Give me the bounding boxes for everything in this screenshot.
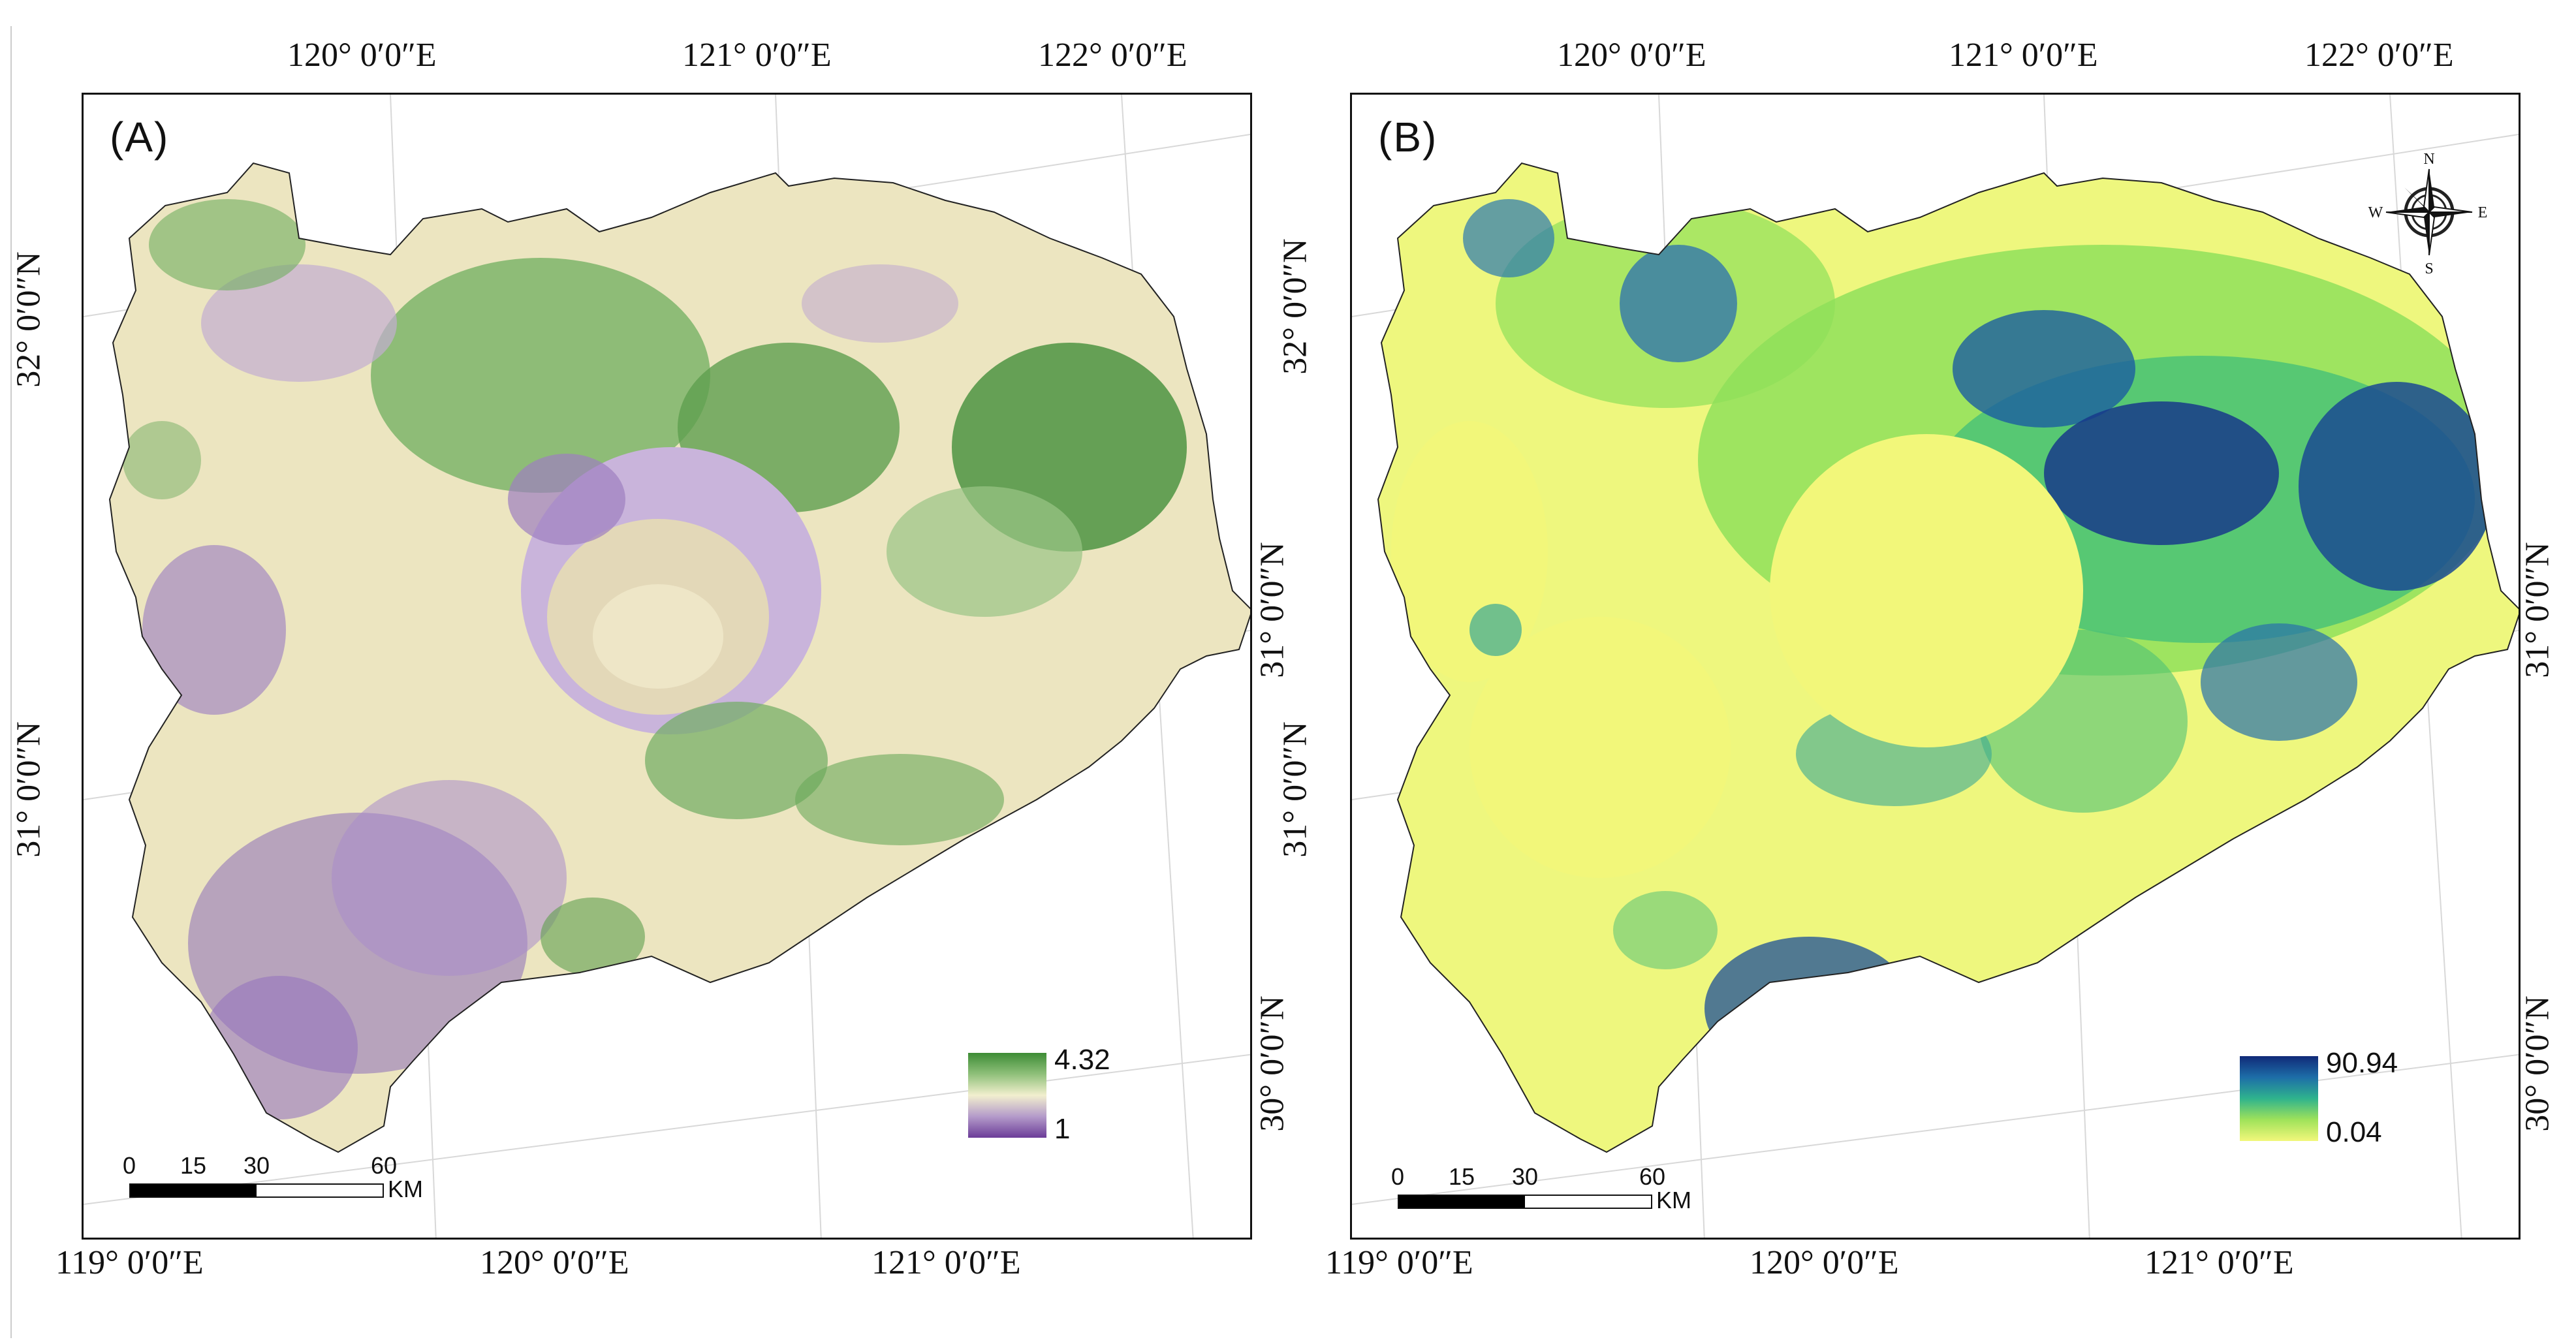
scale-seg-white [1525,1196,1651,1208]
scale-tick-60: 60 [370,1152,398,1179]
compass-w: W [2368,204,2383,221]
scale-tick-0: 0 [122,1152,136,1179]
coord-a-left-32n: 32° 0′0″N [10,251,48,388]
coord-a-right-30n: 30° 0′0″N [1253,995,1291,1132]
coord-b-top-121e: 121° 0′0″E [1949,37,2098,74]
coord-a-top-122e: 122° 0′0″E [1038,37,1187,74]
coord-b-bottom-121e: 121° 0′0″E [2144,1244,2294,1281]
coord-b-bottom-120e: 120° 0′0″E [1750,1244,1899,1281]
coord-b-left-32n: 32° 0′0″N [1276,238,1314,375]
coord-a-top-121e: 121° 0′0″E [682,37,832,74]
map-panel-a: (A) 4.32 1 0 15 30 60 KM [82,93,1252,1240]
scale-segments [1398,1195,1652,1209]
scale-unit: KM [1656,1187,1691,1213]
scale-tick-15: 15 [1448,1163,1475,1190]
scale-tick-15: 15 [180,1152,207,1179]
compass-e: E [2478,204,2488,221]
map-a-canvas [84,95,1250,1238]
coord-b-bottom-119e: 119° 0′0″E [1325,1244,1473,1281]
compass-s: S [2425,260,2433,277]
coord-b-right-31n: 31° 0′0″N [2519,542,2556,678]
scale-bar-a: 0 15 30 60 KM [123,1152,443,1204]
scale-unit: KM [388,1176,423,1202]
legend-min-value: 1 [1054,1113,1071,1145]
scale-seg-black [131,1185,257,1196]
scale-tick-0: 0 [1390,1163,1405,1190]
left-margin-rule [10,26,12,1338]
map-panel-b: (B) N S E W [1350,93,2521,1240]
scale-seg-white [257,1185,383,1196]
legend-gradient-bar [968,1053,1046,1138]
scale-tick-30: 30 [1511,1163,1539,1190]
legend-max-value: 4.32 [1054,1044,1110,1076]
coord-a-top-120e: 120° 0′0″E [287,37,437,74]
scale-seg-black [1399,1196,1525,1208]
panel-label: (A) [110,114,170,161]
compass-n: N [2423,151,2434,168]
legend-gradient-bar [2240,1056,2318,1141]
coord-a-bottom-119e: 119° 0′0″E [55,1244,204,1281]
coord-a-right-31n: 31° 0′0″N [1253,542,1291,678]
coord-a-left-31n: 31° 0′0″N [10,721,48,858]
legend-max-value: 90.94 [2326,1047,2398,1079]
panel-label: (B) [1378,114,1438,161]
coord-b-top-120e: 120° 0′0″E [1557,37,1706,74]
coord-b-top-122e: 122° 0′0″E [2304,37,2454,74]
scale-bar-b: 0 15 30 60 KM [1391,1163,1711,1215]
coord-b-left-31n: 31° 0′0″N [1276,721,1314,858]
coord-a-bottom-120e: 120° 0′0″E [480,1244,629,1281]
scale-segments [129,1183,384,1198]
scale-tick-60: 60 [1639,1163,1666,1190]
coord-b-right-30n: 30° 0′0″N [2519,995,2556,1132]
coord-a-bottom-121e: 121° 0′0″E [872,1244,1021,1281]
legend-min-value: 0.04 [2326,1116,2382,1148]
north-arrow-compass-icon: N S E W [2368,151,2488,277]
map-b-canvas [1352,95,2519,1238]
scale-tick-30: 30 [243,1152,270,1179]
